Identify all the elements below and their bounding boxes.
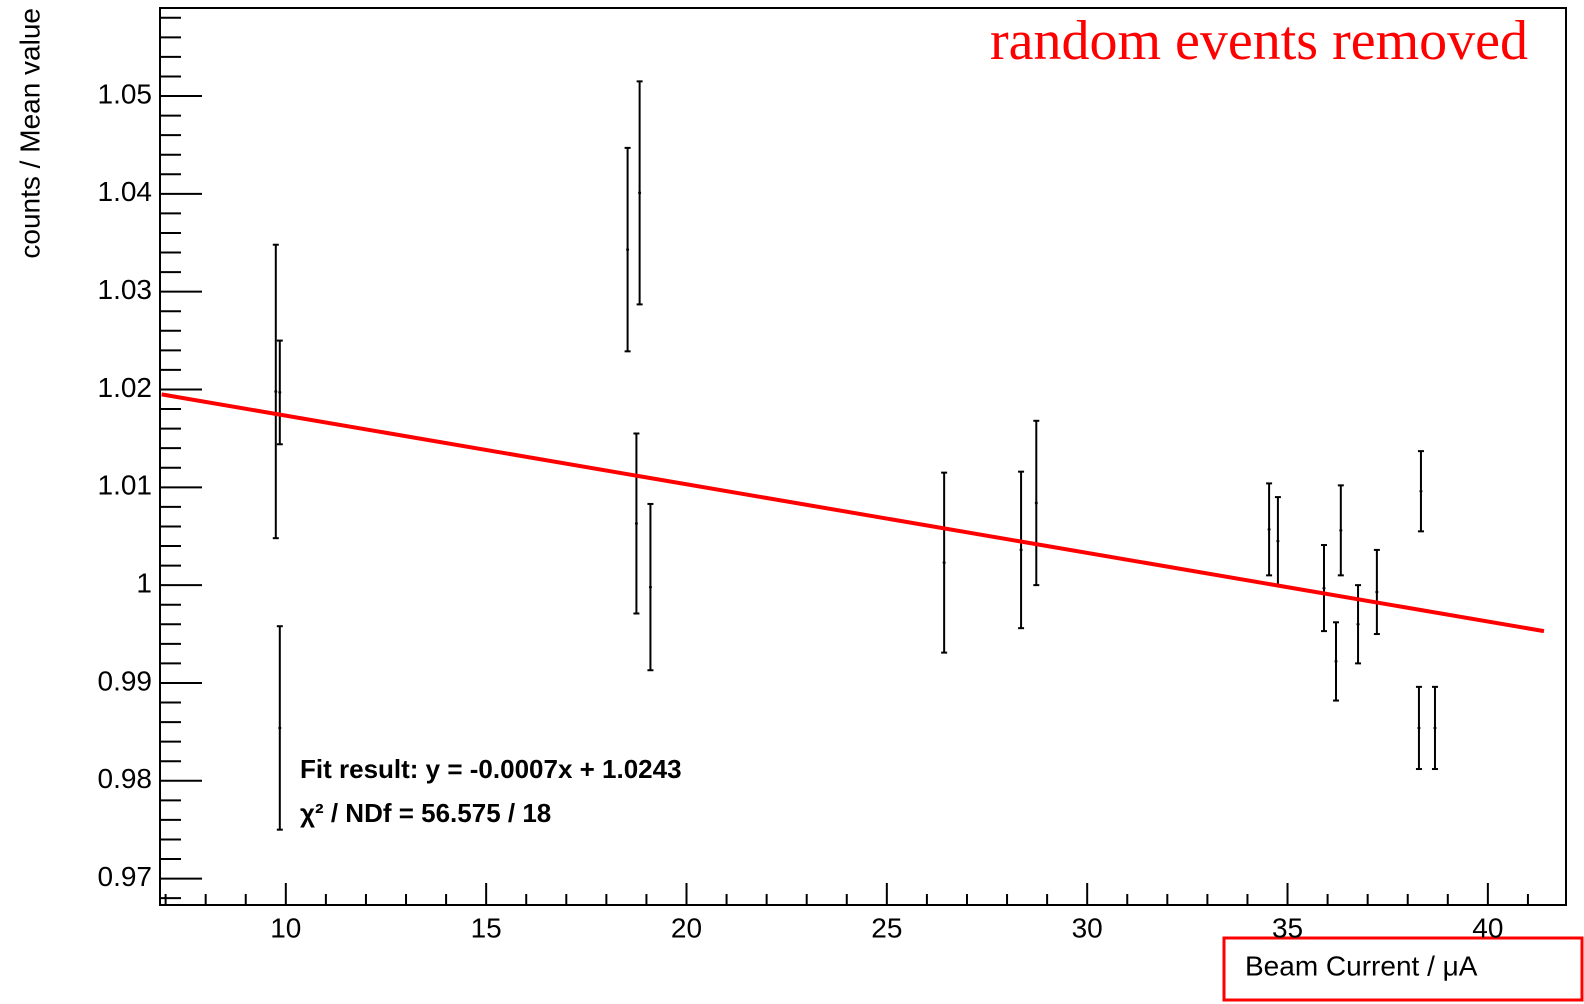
data-point bbox=[1355, 584, 1362, 665]
error-bar-part bbox=[634, 522, 638, 526]
data-point bbox=[941, 471, 948, 654]
data-point bbox=[276, 339, 283, 446]
error-bar-part bbox=[1276, 539, 1280, 543]
data-point bbox=[1320, 544, 1327, 633]
data-point bbox=[276, 625, 283, 831]
y-tick-label: 1.02 bbox=[98, 372, 153, 403]
data-point bbox=[1431, 685, 1438, 771]
data-point bbox=[1274, 496, 1281, 587]
error-bar-part bbox=[1375, 590, 1379, 594]
x-tick-label: 10 bbox=[270, 912, 301, 943]
x-tick-label: 35 bbox=[1272, 912, 1303, 943]
y-tick-label: 1 bbox=[136, 568, 152, 599]
x-tick-label: 30 bbox=[1072, 912, 1103, 943]
error-bar-part bbox=[942, 561, 946, 565]
data-point bbox=[636, 80, 643, 306]
y-tick-label: 0.99 bbox=[98, 665, 153, 696]
x-tick-label: 40 bbox=[1472, 912, 1503, 943]
error-bar-part bbox=[1322, 586, 1326, 590]
error-bar-part bbox=[626, 248, 630, 252]
error-bar-part bbox=[1417, 726, 1421, 730]
error-bar-part bbox=[278, 726, 282, 730]
error-bar-part bbox=[1019, 548, 1023, 552]
y-tick-label: 1.04 bbox=[98, 176, 153, 207]
fit-line bbox=[161, 392, 1545, 634]
data-point bbox=[1373, 548, 1380, 636]
data-point bbox=[1266, 482, 1273, 577]
error-bar-part bbox=[1334, 659, 1338, 663]
error-bar-part bbox=[278, 390, 282, 394]
y-tick-label: 0.97 bbox=[98, 861, 153, 892]
error-bar-part bbox=[1419, 489, 1423, 493]
data-point bbox=[1018, 470, 1025, 630]
data-point bbox=[1337, 484, 1344, 577]
y-tick-label: 1.01 bbox=[98, 470, 153, 501]
x-tick-label: 20 bbox=[671, 912, 702, 943]
y-tick-label: 0.98 bbox=[98, 763, 153, 794]
fit-chi2: χ² / NDf = 56.575 / 18 bbox=[300, 798, 551, 828]
error-bar-part bbox=[1267, 527, 1271, 531]
error-bar-part bbox=[1433, 726, 1437, 730]
data-point bbox=[1033, 419, 1040, 587]
data-point bbox=[272, 243, 279, 540]
error-bar-part bbox=[638, 191, 642, 195]
x-axis-label: Beam Current / μA bbox=[1245, 950, 1478, 981]
error-bar-part bbox=[1339, 528, 1343, 532]
error-bar-part bbox=[274, 389, 278, 393]
data-point bbox=[633, 432, 640, 615]
data-point bbox=[1415, 685, 1422, 771]
error-bar-part bbox=[1034, 501, 1038, 505]
plot-frame bbox=[159, 7, 1567, 906]
error-bar-part bbox=[1356, 622, 1360, 626]
data-point bbox=[1333, 621, 1340, 702]
data-point bbox=[1417, 450, 1424, 533]
y-tick-label: 1.03 bbox=[98, 274, 153, 305]
data-point bbox=[624, 146, 631, 353]
data-point bbox=[647, 502, 654, 672]
annotation: random events removed bbox=[990, 10, 1528, 72]
x-tick-label: 15 bbox=[471, 912, 502, 943]
y-axis-label: counts / Mean value bbox=[14, 8, 45, 259]
x-tick-label: 25 bbox=[871, 912, 902, 943]
x-label-box bbox=[1222, 936, 1584, 1002]
fit-result: Fit result: y = -0.0007x + 1.0243 bbox=[300, 754, 682, 784]
error-bar-part bbox=[648, 585, 652, 589]
y-tick-label: 1.05 bbox=[98, 78, 153, 109]
